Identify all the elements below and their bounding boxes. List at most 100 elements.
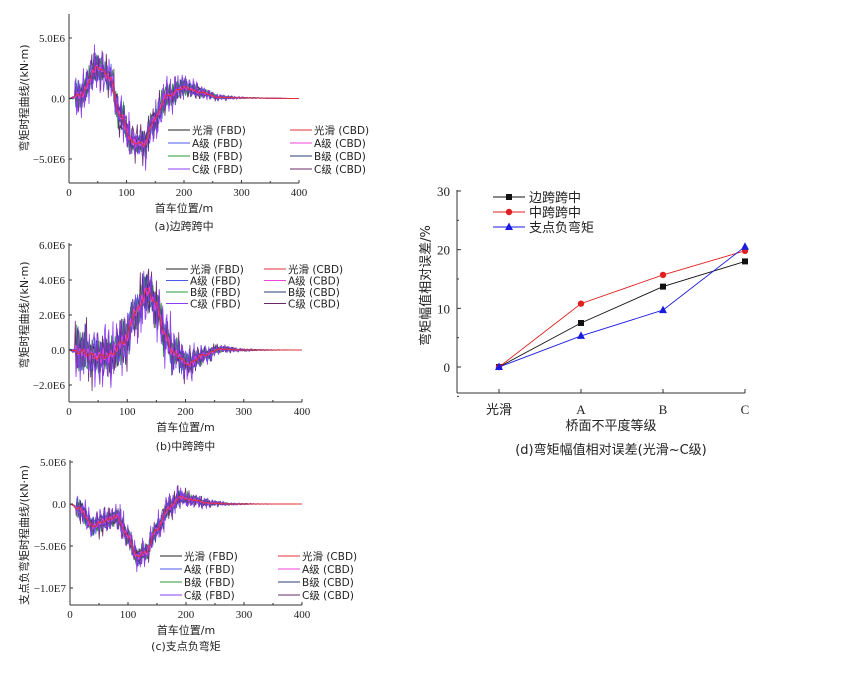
series-line-7: [69, 52, 299, 167]
x-tick-label: 300: [233, 187, 250, 199]
x-tick-label: 400: [294, 406, 311, 418]
y-tick-label: 2.0E6: [39, 310, 65, 322]
x-tick-label: 光滑: [486, 402, 512, 417]
y-axis-label: 支点负弯矩时程曲线/(kN·m): [17, 465, 31, 605]
chart-a: 0 100 200 300 400 5.0E6 0.0 −5.0E6弯矩时程曲线/(kN·m)…: [17, 14, 369, 233]
x-tick-label: A: [576, 402, 586, 417]
x-tick-label: B: [659, 402, 668, 417]
chart-caption: (c)支点负弯矩: [151, 639, 221, 653]
legend-label: B级 (FBD): [190, 287, 241, 299]
marker-triangle: [659, 305, 667, 314]
marker-square: [660, 283, 666, 290]
y-axis-label: 弯矩时程曲线/(kN·m): [17, 261, 31, 368]
marker-square: [742, 258, 748, 265]
chart-caption: (b)中跨跨中: [156, 440, 216, 453]
legend-label: 光滑 (FBD): [184, 550, 238, 563]
y-tick-label: 0.0: [51, 345, 65, 357]
legend-label: A级 (FBD): [192, 138, 243, 150]
chart-d: 0 10 20 30 光滑 A B C 弯矩幅值相对误差/% 桥面不平度等级 (d)弯矩幅值相对误差…: [418, 184, 749, 458]
series-2: [495, 242, 749, 370]
x-tick-label: 0: [66, 187, 72, 199]
legend-label: B级 (CBD): [288, 287, 340, 299]
legend-label: 支点负弯矩: [529, 220, 594, 236]
y-tick-label: 0.0: [51, 94, 65, 106]
legend-label: B级 (CBD): [314, 151, 366, 163]
legend-label: C级 (CBD): [302, 590, 354, 602]
marker-triangle: [495, 362, 503, 370]
legend: 光滑 (FBD) 光滑 (CBD) A级 (FBD) A级 (CBD) B级 (FBD)…: [166, 263, 343, 311]
y-tick-label: 4.0E6: [39, 275, 65, 287]
legend: 光滑 (FBD) 光滑 (CBD) A级 (FBD) A级 (CBD) B级 (FBD)…: [160, 550, 357, 602]
x-tick-label: 100: [119, 406, 136, 418]
marker-circle: [577, 300, 585, 307]
marker-square: [578, 320, 584, 326]
y-tick-label: −2.0E6: [33, 380, 66, 392]
legend-label: A级 (CBD): [288, 276, 340, 288]
y-tick-label: 30: [437, 184, 450, 199]
y-tick-label: −5.0E6: [34, 541, 67, 553]
legend-label: A级 (CBD): [314, 138, 366, 150]
x-tick-label: 300: [236, 406, 253, 418]
legend-label: 光滑 (CBD): [288, 263, 343, 276]
x-tick-label: 100: [118, 187, 135, 199]
legend-label: C级 (CBD): [288, 299, 340, 311]
x-tick-label: 200: [178, 609, 195, 621]
legend-label: 中跨跨中: [529, 206, 581, 221]
legend-label: B级 (FBD): [184, 577, 235, 589]
x-tick-label: 400: [294, 609, 311, 621]
y-axis-label: 弯矩幅值相对误差/%: [418, 225, 434, 346]
legend-label: C级 (FBD): [190, 299, 241, 311]
series-0: [496, 258, 748, 370]
y-tick-label: 0: [444, 360, 451, 375]
marker-triangle: [741, 242, 749, 250]
x-tick-label: 200: [177, 406, 194, 418]
series-1: [495, 247, 749, 371]
legend: 光滑 (FBD) 光滑 (CBD) A级 (FBD) A级 (CBD) B级 (FBD)…: [168, 124, 369, 176]
marker-circle: [659, 271, 667, 279]
y-tick-label: 10: [437, 301, 450, 316]
x-axis-label: 桥面不平度等级: [565, 418, 656, 434]
legend-label: C级 (FBD): [192, 164, 243, 176]
legend-label: A级 (FBD): [190, 276, 241, 288]
series-group: [70, 484, 302, 573]
y-tick-label: 0.0: [52, 499, 66, 511]
x-tick-label: C: [741, 402, 750, 417]
legend-label: 光滑 (FBD): [192, 124, 246, 137]
chart-b: 0 100 200 300 400 6.0E6 4.0E6 2.0E6 0.0 −2.0E6弯矩时…: [17, 240, 343, 453]
series-line-1: [70, 496, 302, 557]
y-tick-label: 20: [437, 243, 450, 258]
y-tick-label: 5.0E6: [40, 457, 66, 469]
legend-label: C级 (CBD): [314, 164, 366, 176]
x-tick-label: 300: [236, 609, 253, 621]
marker-triangle: [577, 331, 585, 339]
series-line-7: [69, 268, 302, 392]
chart-c: 0 100 200 300 400 5.0E6 0.0 −5.0E6 −1.0E7支点负弯矩时程…: [17, 457, 357, 653]
series-line-1: [69, 287, 302, 366]
legend-label: A级 (FBD): [184, 564, 235, 576]
y-tick-label: −5.0E6: [33, 154, 66, 166]
series-line: [498, 246, 746, 368]
x-axis-label: 首车位置/m: [157, 623, 215, 637]
legend-label: 光滑 (CBD): [314, 124, 369, 137]
marker-triangle: [505, 222, 513, 230]
chart-caption: (d)弯矩幅值相对误差(光滑~C级): [515, 442, 707, 458]
x-tick-label: 0: [67, 609, 73, 621]
legend-label: 边跨跨中: [529, 191, 581, 206]
series-line: [498, 250, 746, 368]
series-group: [69, 44, 299, 171]
x-axis-label: 首车位置/m: [155, 201, 213, 215]
series-line: [498, 260, 746, 368]
x-axis-label: 首车位置/m: [156, 420, 214, 434]
legend-label: 光滑 (CBD): [302, 550, 357, 563]
y-axis-label: 弯矩时程曲线/(kN·m): [17, 44, 31, 151]
series-group: [69, 268, 302, 392]
x-tick-label: 0: [66, 406, 72, 418]
marker-square: [506, 194, 512, 200]
x-tick-label: 100: [120, 609, 137, 621]
legend-label: A级 (CBD): [302, 564, 354, 576]
y-tick-label: −1.0E7: [34, 583, 67, 595]
legend-label: C级 (FBD): [184, 590, 235, 602]
marker-circle: [505, 208, 513, 216]
